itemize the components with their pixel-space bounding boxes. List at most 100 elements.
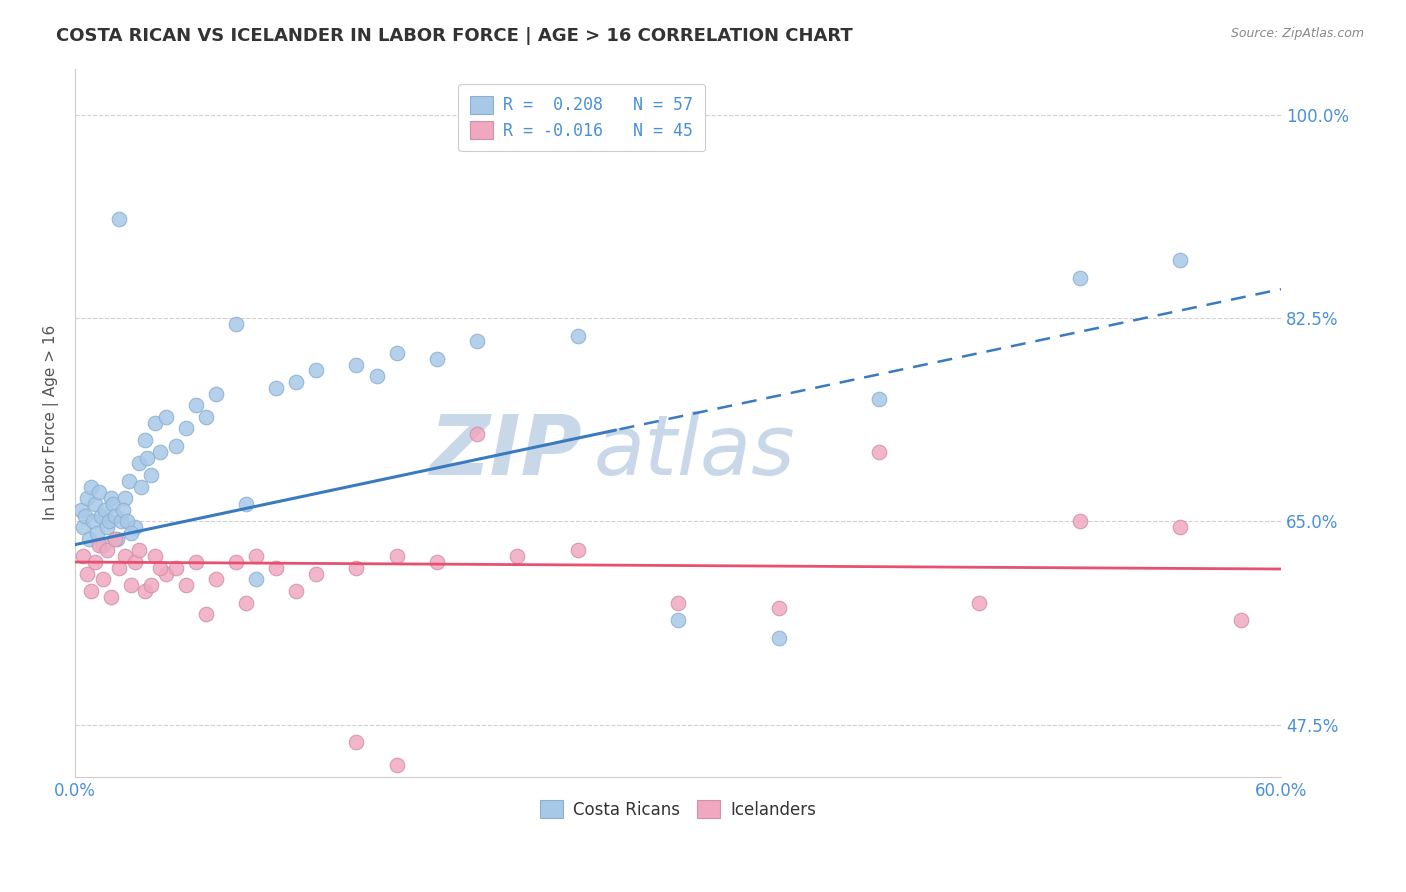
Point	[969, 596, 991, 610]
Point	[235, 497, 257, 511]
Point	[94, 503, 117, 517]
Point	[141, 467, 163, 482]
Point	[117, 515, 139, 529]
Point	[245, 549, 267, 564]
Point	[285, 584, 308, 599]
Point	[465, 427, 488, 442]
Point	[90, 508, 112, 523]
Point	[145, 549, 167, 564]
Point	[768, 601, 790, 615]
Point	[89, 538, 111, 552]
Point	[666, 596, 689, 610]
Point	[128, 456, 150, 470]
Point	[120, 578, 142, 592]
Point	[72, 520, 94, 534]
Point	[104, 532, 127, 546]
Text: ZIP: ZIP	[429, 410, 582, 491]
Point	[110, 515, 132, 529]
Point	[124, 520, 146, 534]
Point	[666, 613, 689, 627]
Point	[165, 439, 187, 453]
Y-axis label: In Labor Force | Age > 16: In Labor Force | Age > 16	[44, 325, 59, 520]
Point	[174, 421, 197, 435]
Point	[264, 561, 287, 575]
Point	[465, 334, 488, 349]
Point	[567, 543, 589, 558]
Point	[204, 573, 226, 587]
Point	[141, 578, 163, 592]
Point	[70, 503, 93, 517]
Point	[868, 444, 890, 458]
Legend: Costa Ricans, Icelanders: Costa Ricans, Icelanders	[533, 793, 823, 825]
Point	[108, 212, 131, 227]
Point	[124, 555, 146, 569]
Text: COSTA RICAN VS ICELANDER IN LABOR FORCE | AGE > 16 CORRELATION CHART: COSTA RICAN VS ICELANDER IN LABOR FORCE …	[56, 27, 853, 45]
Point	[346, 735, 368, 749]
Point	[868, 392, 890, 407]
Point	[91, 538, 114, 552]
Point	[105, 532, 128, 546]
Point	[145, 416, 167, 430]
Point	[148, 561, 170, 575]
Point	[264, 381, 287, 395]
Point	[1069, 515, 1091, 529]
Point	[305, 566, 328, 581]
Point	[136, 450, 159, 465]
Point	[134, 433, 156, 447]
Point	[567, 328, 589, 343]
Point	[118, 474, 141, 488]
Point	[1069, 270, 1091, 285]
Point	[75, 508, 97, 523]
Point	[184, 555, 207, 569]
Point	[112, 503, 135, 517]
Text: Source: ZipAtlas.com: Source: ZipAtlas.com	[1230, 27, 1364, 40]
Point	[385, 346, 408, 360]
Point	[89, 485, 111, 500]
Point	[426, 555, 449, 569]
Point	[108, 561, 131, 575]
Point	[86, 526, 108, 541]
Point	[80, 584, 103, 599]
Point	[174, 578, 197, 592]
Point	[96, 520, 118, 534]
Point	[103, 497, 125, 511]
Point	[114, 549, 136, 564]
Point	[194, 409, 217, 424]
Point	[225, 317, 247, 331]
Point	[426, 351, 449, 366]
Point	[82, 515, 104, 529]
Point	[366, 369, 388, 384]
Point	[131, 479, 153, 493]
Point	[72, 549, 94, 564]
Point	[100, 590, 122, 604]
Point	[155, 409, 177, 424]
Point	[114, 491, 136, 505]
Point	[134, 584, 156, 599]
Point	[346, 358, 368, 372]
Point	[84, 497, 107, 511]
Point	[385, 758, 408, 772]
Text: atlas: atlas	[593, 410, 796, 491]
Point	[98, 515, 121, 529]
Point	[1170, 253, 1192, 268]
Point	[184, 398, 207, 412]
Point	[768, 631, 790, 645]
Point	[128, 543, 150, 558]
Point	[96, 543, 118, 558]
Point	[76, 491, 98, 505]
Point	[76, 566, 98, 581]
Point	[225, 555, 247, 569]
Point	[148, 444, 170, 458]
Point	[194, 607, 217, 622]
Point	[285, 375, 308, 389]
Point	[120, 526, 142, 541]
Point	[1229, 613, 1251, 627]
Point	[165, 561, 187, 575]
Point	[204, 386, 226, 401]
Point	[84, 555, 107, 569]
Point	[91, 573, 114, 587]
Point	[506, 549, 529, 564]
Point	[305, 363, 328, 377]
Point	[235, 596, 257, 610]
Point	[80, 479, 103, 493]
